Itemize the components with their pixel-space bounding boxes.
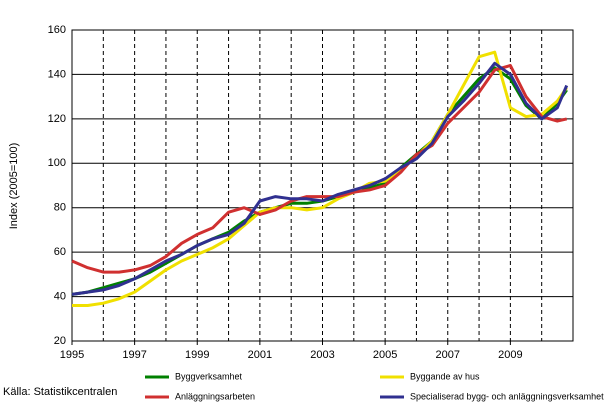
y-tick-label: 60	[54, 246, 66, 258]
series-line	[72, 50, 568, 307]
x-tick-label: 2003	[310, 349, 334, 361]
x-tick-label: 2001	[248, 349, 272, 361]
y-tick-label: 20	[54, 335, 66, 347]
y-axis-label: Index (2005=100)	[8, 143, 20, 230]
x-tick-label: 1999	[185, 349, 209, 361]
y-tick-label: 80	[54, 202, 66, 214]
y-tick-label: 140	[48, 68, 66, 80]
series-line	[71, 61, 569, 296]
legend-label: Specialiserad bygg- och anläggningsverks…	[410, 391, 604, 401]
x-tick-label: 2005	[373, 349, 397, 361]
y-tick-label: 160	[48, 24, 66, 36]
x-tick-label: 2007	[436, 349, 460, 361]
legend-label: Byggverksamhet	[175, 371, 243, 381]
x-tick-label: 2009	[498, 349, 522, 361]
plot-border	[71, 29, 574, 342]
series-line	[71, 66, 568, 296]
legend-label: Anläggningsarbeten	[175, 391, 255, 401]
legend-label: Byggande av hus	[410, 371, 480, 381]
y-tick-label: 40	[54, 290, 66, 302]
source: Källa: Statistikcentralen	[3, 386, 117, 398]
x-tick-label: 1995	[60, 349, 84, 361]
y-tick-label: 120	[48, 113, 66, 125]
series-line	[71, 64, 568, 274]
x-tick-label: 1997	[122, 349, 146, 361]
y-tick-label: 100	[48, 157, 66, 169]
